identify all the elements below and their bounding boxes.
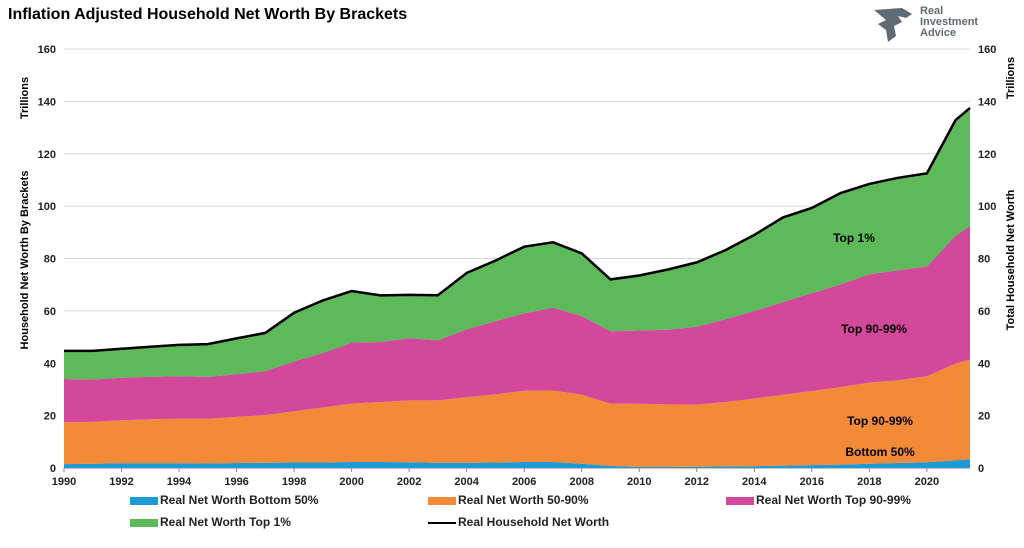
x-tick-2000: 2000	[339, 476, 363, 488]
x-tick-1996: 1996	[224, 476, 248, 488]
y-tick-left-0: 0	[50, 463, 56, 475]
y-tick-left-100: 100	[38, 201, 56, 213]
x-tick-1990: 1990	[52, 476, 76, 488]
legend-swatch-mid	[428, 496, 456, 505]
y-tick-right-120: 120	[978, 149, 996, 161]
y-tick-left-140: 140	[38, 96, 56, 108]
legend-swatch-top9099	[726, 496, 754, 505]
x-tick-1998: 1998	[282, 476, 306, 488]
area-series-3	[64, 107, 970, 380]
x-tick-1992: 1992	[109, 476, 133, 488]
y-tick-left-20: 20	[44, 411, 56, 423]
x-tick-2010: 2010	[627, 476, 651, 488]
y-tick-right-80: 80	[978, 254, 990, 266]
x-tick-2018: 2018	[857, 476, 881, 488]
area-series-1	[64, 359, 970, 467]
brand-logo: Real Investment Advice	[872, 6, 1002, 44]
y-tick-right-40: 40	[978, 358, 990, 370]
logo-line-3: Advice	[920, 27, 957, 39]
annotation-top9099: Top 90-99%	[841, 322, 907, 336]
x-tick-1994: 1994	[167, 476, 192, 488]
x-tick-2004: 2004	[454, 476, 479, 488]
legend-item-mid: Real Net Worth 50-90%	[428, 493, 588, 507]
area-series-2	[64, 226, 970, 423]
x-tick-2014: 2014	[742, 476, 767, 488]
y-label-left: Household Net Worth By Brackets	[19, 171, 31, 350]
logo-text: Real Investment Advice	[920, 6, 978, 39]
y-tick-right-60: 60	[978, 306, 990, 318]
legend: Real Net Worth Bottom 50% Real Net Worth…	[0, 491, 1024, 541]
legend-swatch-top1	[130, 518, 158, 527]
y-unit-left: Trillions	[19, 77, 31, 119]
x-tick-2002: 2002	[397, 476, 421, 488]
legend-label-total: Real Household Net Worth	[458, 515, 610, 529]
total-net-worth-line	[64, 106, 971, 353]
eagle-icon	[874, 8, 912, 42]
y-tick-left-80: 80	[44, 254, 56, 266]
legend-item-total: Real Household Net Worth	[428, 515, 609, 529]
annotation-mid: Top 90-99%	[847, 414, 913, 428]
legend-item-top9099: Real Net Worth Top 90-99%	[726, 493, 911, 507]
legend-swatch-bottom50	[130, 496, 158, 505]
x-tick-2008: 2008	[569, 476, 593, 488]
area-series-0	[64, 459, 970, 468]
x-ticks: 1990 1992 1994 1996 1998 2000 2002 2004 2006 2008…	[52, 468, 939, 488]
y-tick-right-160: 160	[978, 44, 996, 56]
y-unit-right: Trillions	[1005, 57, 1017, 99]
y-tick-right-20: 20	[978, 411, 990, 423]
legend-label-mid: Real Net Worth 50-90%	[458, 493, 589, 507]
y-tick-right-0: 0	[978, 463, 984, 475]
chart-title: Inflation Adjusted Household Net Worth B…	[8, 6, 408, 23]
legend-swatch-total	[428, 521, 456, 524]
y-tick-left-160: 160	[38, 44, 56, 56]
y-ticks-right: 0 20 40 60 80 100 120 140 160	[978, 44, 996, 475]
x-tick-2006: 2006	[512, 476, 536, 488]
x-tick-2016: 2016	[800, 476, 824, 488]
y-label-right: Total Household Net Worth	[1005, 189, 1017, 330]
legend-label-top1: Real Net Worth Top 1%	[160, 515, 291, 529]
y-tick-left-120: 120	[38, 149, 56, 161]
total-line	[64, 106, 971, 353]
annotation-top1: Top 1%	[833, 231, 875, 245]
x-tick-2012: 2012	[685, 476, 709, 488]
y-tick-left-40: 40	[44, 358, 56, 370]
legend-item-bottom50: Real Net Worth Bottom 50%	[130, 493, 318, 507]
legend-item-top1: Real Net Worth Top 1%	[130, 515, 291, 529]
logo-line-1: Real	[920, 5, 944, 17]
x-tick-2020: 2020	[915, 476, 939, 488]
logo-line-2: Investment	[920, 16, 979, 28]
stacked-areas	[64, 107, 970, 468]
legend-label-top9099: Real Net Worth Top 90-99%	[756, 493, 911, 507]
y-tick-left-60: 60	[44, 306, 56, 318]
y-ticks-left: 0 20 40 60 80 100 120 140 160	[38, 44, 56, 475]
legend-label-bottom50: Real Net Worth Bottom 50%	[160, 493, 319, 507]
y-tick-right-140: 140	[978, 96, 996, 108]
y-tick-right-100: 100	[978, 201, 996, 213]
annotation-bottom50: Bottom 50%	[845, 445, 915, 459]
